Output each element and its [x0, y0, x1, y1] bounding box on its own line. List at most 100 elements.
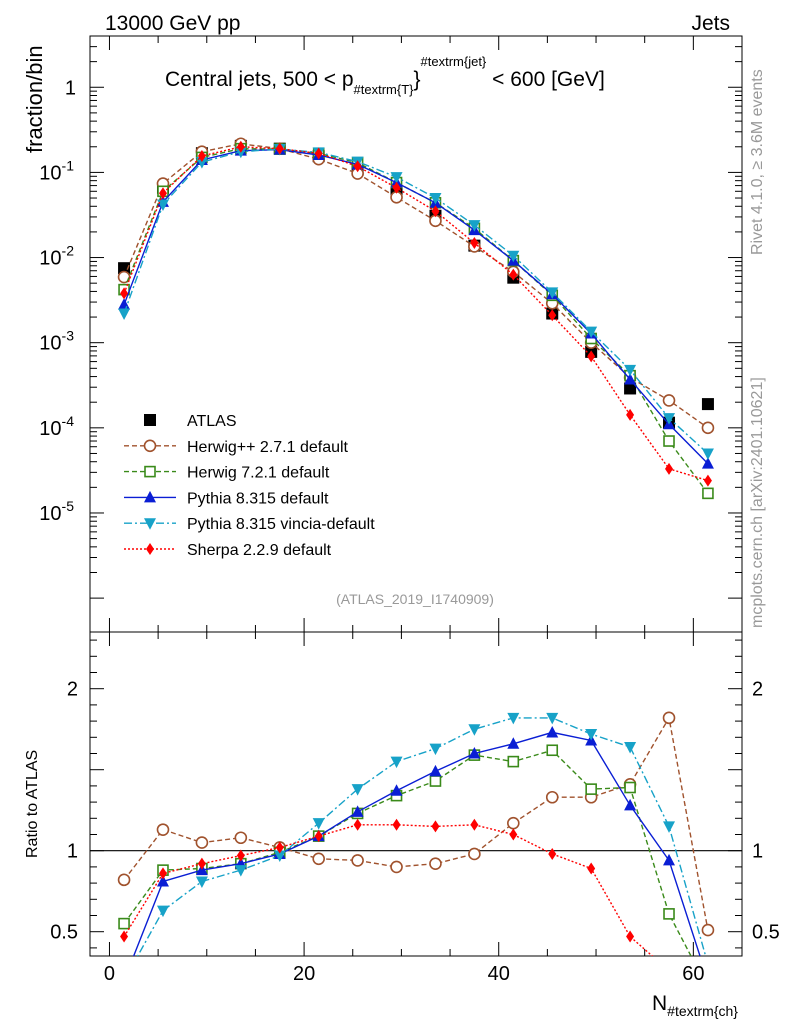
y-tick-label: 10-2 — [39, 243, 74, 270]
ratio-point — [351, 805, 364, 817]
data-point — [507, 250, 520, 263]
header-energy-label: 13000 GeV pp — [105, 12, 240, 35]
data-point — [701, 421, 715, 435]
ratio-point — [392, 818, 401, 831]
ratio-point — [118, 917, 130, 930]
data-point — [624, 372, 637, 385]
ratio-point — [195, 836, 209, 849]
series-line — [123, 148, 709, 455]
ratio-point — [507, 737, 520, 749]
y-tick-label: 10-3 — [39, 328, 74, 355]
side-rivet-label: Rivet 4.1.0, ≥ 3.6M events — [749, 69, 766, 255]
y-tick-label: 1 — [65, 77, 76, 99]
y-axis-title-bottom: Ratio to ATLAS — [24, 750, 41, 858]
plot-title-sup: #textrm{jet} — [421, 54, 487, 69]
ratio-point — [120, 930, 129, 943]
y-tick-label-base: 1 — [65, 77, 76, 99]
y-tick-label-base: 10 — [39, 248, 61, 270]
ratio-point — [234, 831, 248, 845]
ratio-point — [507, 712, 520, 725]
data-point — [663, 413, 676, 425]
series-ratio-line — [123, 824, 654, 956]
ratio-point — [156, 823, 170, 836]
ratio-point — [468, 847, 481, 861]
ratio-point — [273, 850, 286, 863]
data-point — [275, 142, 284, 155]
ratio-point — [546, 712, 559, 725]
series-ratio-line — [132, 731, 701, 956]
header-jets-label: Jets — [691, 12, 730, 35]
data-point — [665, 462, 674, 475]
ratio-point — [663, 908, 675, 920]
y-tick-label-base: 10 — [39, 503, 61, 525]
data-point — [158, 187, 167, 200]
y-tick-label: 10-5 — [39, 498, 74, 525]
ratio-point — [234, 865, 247, 877]
legend-label: Herwig++ 2.7.1 default — [187, 439, 349, 456]
y-tick-label-right: 2 — [752, 679, 763, 701]
data-point — [626, 408, 635, 421]
ratio-point — [663, 821, 676, 833]
legend-item: ATLAS — [144, 413, 237, 430]
series-sherpa-2-2-9-default-top — [120, 140, 712, 487]
ratio-point — [390, 756, 403, 769]
x-tick-label: 40 — [488, 963, 510, 985]
ratio-point — [468, 724, 481, 736]
plot-title-brace: } — [414, 68, 421, 91]
legend-marker — [143, 439, 157, 453]
x-axis-title: N#textrm{ch} — [652, 992, 738, 1019]
y-tick-label-right: 1 — [752, 841, 763, 863]
y-tick-label-base: 10 — [39, 162, 61, 184]
ratio-point — [470, 818, 479, 831]
data-point — [314, 147, 323, 160]
data-point — [197, 149, 206, 162]
y-tick-label-base: 10 — [39, 418, 61, 440]
bottom-panel-frame — [89, 631, 743, 957]
ratio-point — [431, 820, 440, 833]
plot-title-main: Central jets, 500 < p — [165, 68, 354, 91]
ratio-point — [507, 755, 520, 768]
legend-marker — [146, 543, 154, 555]
x-tick-label: 60 — [682, 963, 704, 985]
ratio-point — [624, 742, 637, 754]
data-point — [585, 326, 598, 339]
y-axis-title-top: fraction/bin — [22, 45, 47, 153]
x-axis-title-main: N — [652, 992, 667, 1015]
ratio-point — [545, 790, 559, 804]
ratio-point — [351, 854, 364, 867]
series-line — [123, 148, 709, 465]
ratio-point — [507, 816, 520, 830]
x-tick-label: 0 — [104, 963, 115, 985]
data-point — [548, 309, 557, 322]
y-tick-label-exponent: -3 — [62, 328, 75, 344]
series-ratio-line — [136, 717, 707, 956]
data-point — [509, 268, 518, 281]
series-line — [123, 143, 709, 429]
legend-label: Sherpa 2.2.9 default — [187, 542, 332, 559]
y-tick-label: 10-1 — [39, 157, 74, 184]
plot-title-end: < 600 [GeV] — [486, 68, 605, 91]
legend-label: Pythia 8.315 vincia-default — [187, 516, 375, 533]
bottom-panel: 0 20 40 60 0.5 0.5 1 1 2 2 — [50, 631, 780, 985]
y-tick-label: 10-4 — [39, 413, 74, 440]
ratio-point — [351, 784, 364, 796]
legend-item: Herwig 7.2.1 default — [124, 465, 330, 482]
data-point — [195, 157, 208, 169]
legend-label: ATLAS — [187, 413, 237, 430]
ratio-point — [546, 725, 559, 738]
ratio-point — [626, 930, 635, 943]
analysis-id-label: (ATLAS_2019_I1740909) — [336, 591, 494, 607]
data-point — [703, 474, 712, 487]
legend-item: Pythia 8.315 default — [124, 490, 329, 507]
y-tick-label: 2 — [67, 679, 78, 701]
ratio-point — [314, 830, 323, 843]
ratio-point — [468, 747, 481, 759]
series-ratio-line — [123, 715, 709, 931]
ratio-point — [509, 828, 518, 841]
data-point — [701, 457, 714, 469]
y-tick-label: 0.5 — [50, 922, 78, 944]
ratio-point — [624, 798, 637, 811]
y-tick-label-right: 0.5 — [752, 922, 780, 944]
series-pythia-8-315-vincia-default-ratio — [136, 712, 707, 956]
x-tick-label: 20 — [293, 963, 315, 985]
